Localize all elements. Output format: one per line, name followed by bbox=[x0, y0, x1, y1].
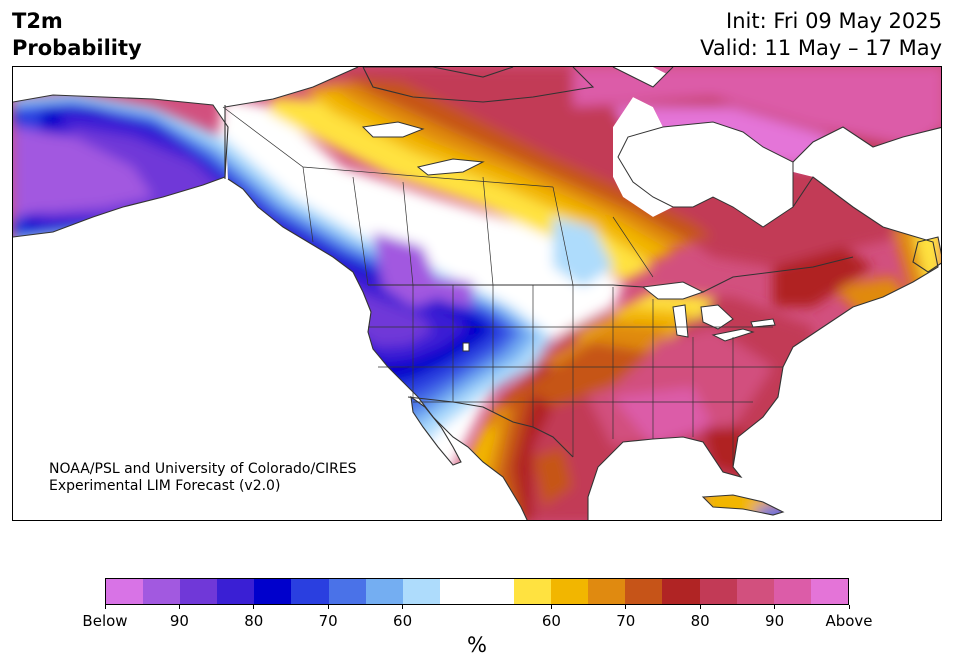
forecast-dates: Init: Fri 09 May 2025 Valid: 11 May – 17… bbox=[700, 8, 942, 62]
boundaries bbox=[13, 67, 941, 520]
colorbar bbox=[105, 578, 849, 605]
colorbar-cell bbox=[143, 579, 181, 604]
colorbar-tick-label: Above bbox=[825, 612, 873, 630]
colorbar-tick-label: 60 bbox=[541, 612, 561, 630]
colorbar-units: % bbox=[467, 633, 487, 657]
great-bear-lake bbox=[361, 121, 425, 138]
colorbar-cell bbox=[514, 579, 552, 604]
colorbar-cell bbox=[551, 579, 589, 604]
hudson-bay bbox=[617, 121, 794, 228]
colorbar-tick-mark bbox=[774, 605, 776, 609]
colorbar-cell bbox=[106, 579, 144, 604]
colorbar-cell bbox=[773, 579, 811, 604]
great-slave-lake bbox=[416, 158, 485, 176]
colorbar-tick-label: 90 bbox=[169, 612, 189, 630]
water-bodies bbox=[361, 121, 794, 352]
title-line-2: Probability bbox=[12, 36, 142, 60]
colorbar-cell bbox=[291, 579, 329, 604]
colorbar-tick-mark bbox=[625, 605, 627, 609]
great-salt-lake bbox=[462, 342, 470, 352]
lake-erie bbox=[711, 328, 755, 342]
init-date: Init: Fri 09 May 2025 bbox=[726, 9, 942, 33]
colorbar-tick-mark bbox=[402, 605, 404, 609]
colorbar-tick-mark bbox=[848, 605, 850, 609]
colorbar-tick-mark bbox=[253, 605, 255, 609]
colorbar-tick-label: Below bbox=[82, 612, 128, 630]
chart-title: T2m Probability bbox=[12, 8, 142, 62]
colorbar-tick-mark bbox=[550, 605, 552, 609]
lake-superior bbox=[641, 281, 705, 300]
lake-ontario bbox=[750, 318, 776, 328]
colorbar-tick-label: 80 bbox=[244, 612, 264, 630]
credit-line-2: Experimental LIM Forecast (v2.0) bbox=[49, 478, 281, 494]
colorbar-tick-mark bbox=[327, 605, 329, 609]
colorbar-cell bbox=[588, 579, 626, 604]
credit-line-1: NOAA/PSL and University of Colorado/CIRE… bbox=[49, 461, 357, 477]
colorbar-cell bbox=[625, 579, 663, 604]
colorbar-cell bbox=[180, 579, 218, 604]
title-line-1: T2m bbox=[12, 9, 63, 33]
colorbar-cell bbox=[662, 579, 700, 604]
credit-text: NOAA/PSL and University of Colorado/CIRE… bbox=[49, 461, 357, 495]
probability-shading bbox=[13, 67, 941, 520]
lake-huron bbox=[700, 304, 734, 330]
colorbar-cell bbox=[365, 579, 403, 604]
colorbar-tick-mark bbox=[699, 605, 701, 609]
colorbar-cell bbox=[439, 579, 477, 604]
colorbar-cell bbox=[217, 579, 255, 604]
probability-map bbox=[12, 66, 942, 521]
colorbar-tick-label: 70 bbox=[318, 612, 338, 630]
map-svg bbox=[13, 67, 941, 520]
colorbar-tick-mark bbox=[104, 605, 106, 609]
valid-range: Valid: 11 May – 17 May bbox=[700, 36, 942, 60]
colorbar-cell bbox=[402, 579, 440, 604]
colorbar-cell bbox=[810, 579, 848, 604]
colorbar-tick-label: 80 bbox=[690, 612, 710, 630]
colorbar-cell bbox=[328, 579, 366, 604]
lake-michigan bbox=[672, 304, 689, 338]
colorbar-tick-label: 70 bbox=[616, 612, 636, 630]
colorbar-cell bbox=[476, 579, 515, 604]
colorbar-cell bbox=[699, 579, 737, 604]
colorbar-tick-mark bbox=[178, 605, 180, 609]
colorbar-tick-label: 90 bbox=[765, 612, 785, 630]
colorbar-cell bbox=[254, 579, 292, 604]
colorbar-cell bbox=[736, 579, 774, 604]
colorbar-tick-label: 60 bbox=[393, 612, 413, 630]
